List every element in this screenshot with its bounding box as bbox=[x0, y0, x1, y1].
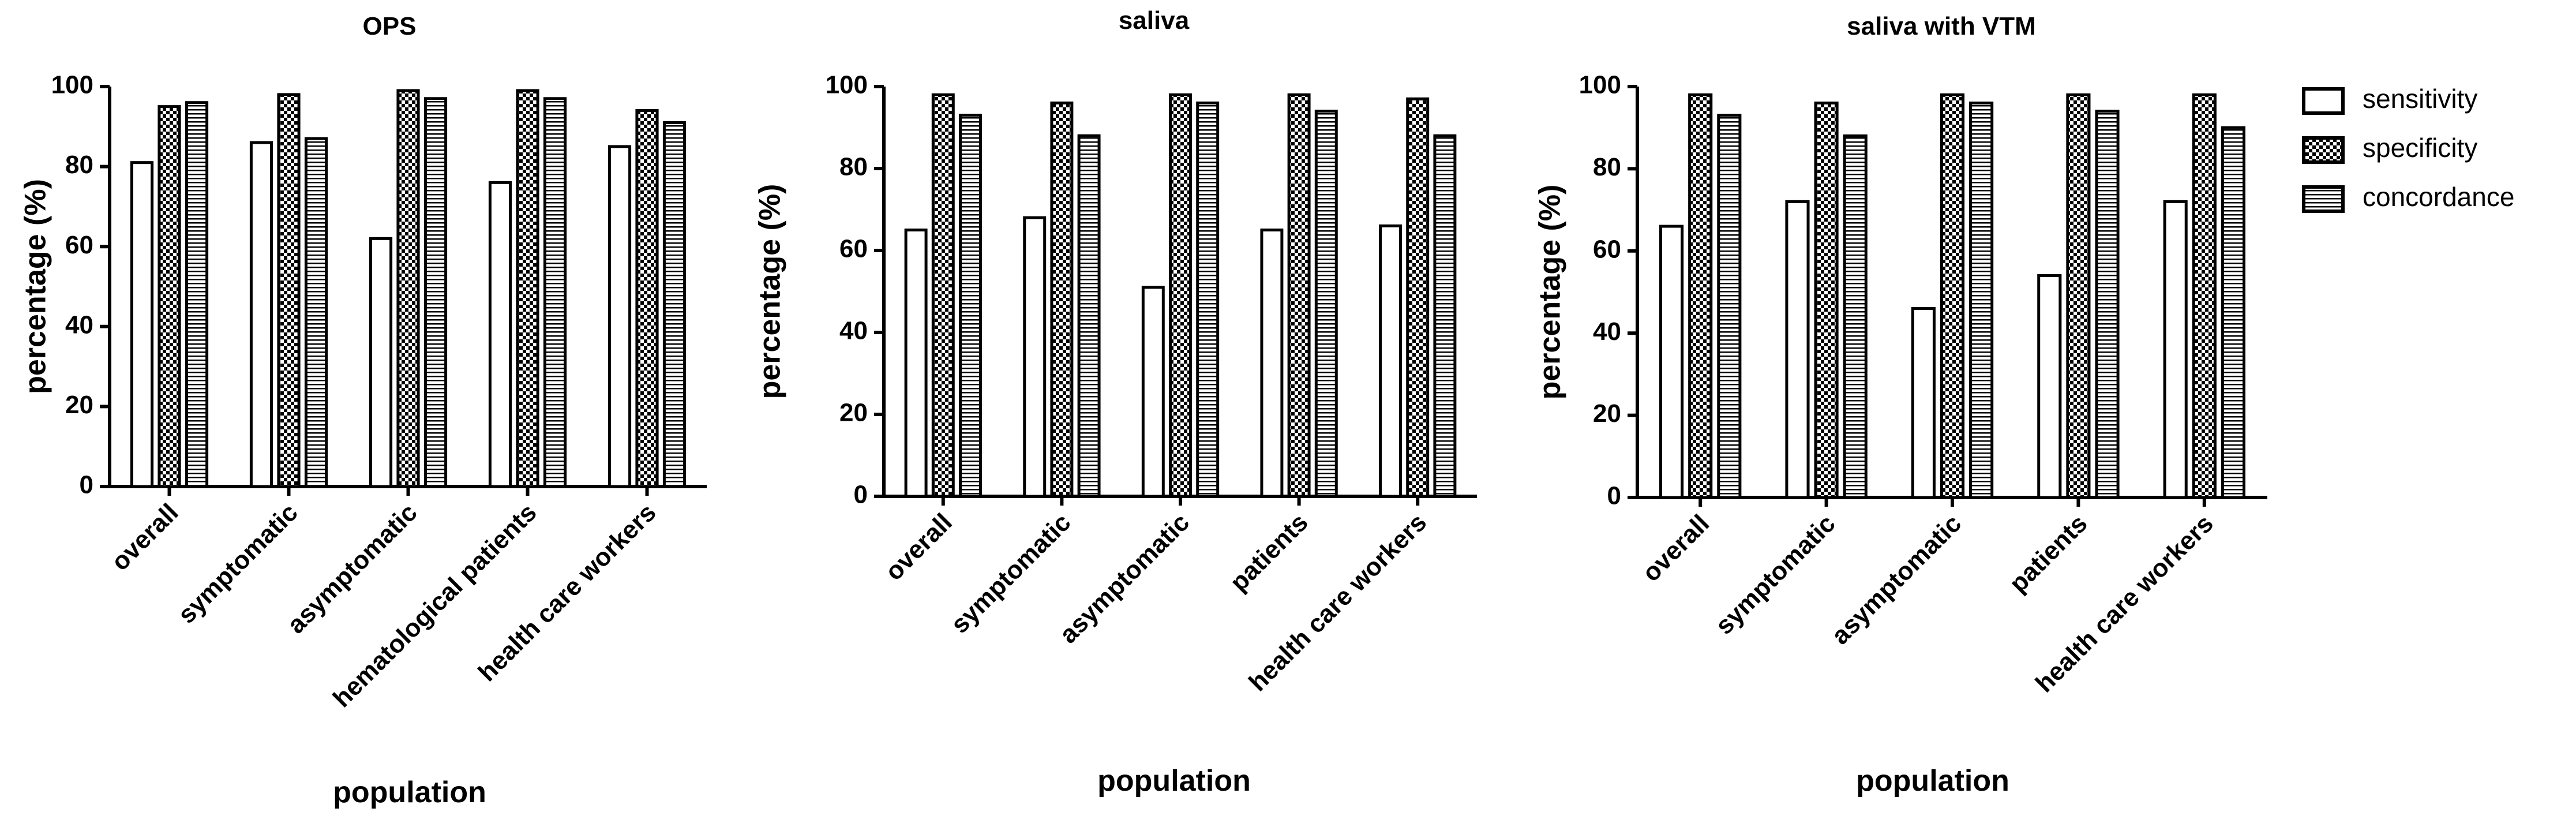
bar-specificity-hematological-patients bbox=[516, 89, 539, 488]
y-tick-label: 100 bbox=[826, 71, 868, 99]
bar-sensitivity-health-care-workers bbox=[1379, 224, 1402, 498]
bar-specificity-symptomatic bbox=[1814, 101, 1839, 499]
y-axis-title: percentage (%) bbox=[753, 184, 787, 399]
bar-concordance-asymptomatic bbox=[423, 97, 448, 488]
y-axis-title: percentage (%) bbox=[1533, 185, 1567, 400]
bar-sensitivity-symptomatic bbox=[249, 141, 273, 488]
legend-item-specificity: specificity bbox=[2302, 133, 2477, 164]
x-axis-title: population bbox=[333, 776, 486, 809]
chart-panel-1: OPS percentage (%) population 0 20 40 60 80 100 o… bbox=[19, 12, 707, 809]
bar-concordance-patients bbox=[1314, 110, 1338, 498]
bar-sensitivity-symptomatic bbox=[1785, 200, 1810, 499]
bar-specificity-overall bbox=[931, 93, 955, 498]
bar-specificity-asymptomatic bbox=[396, 89, 420, 488]
legend-label: concordance bbox=[2363, 182, 2514, 212]
y-tick-label: 40 bbox=[1593, 317, 1621, 346]
chart-title: saliva with VTM bbox=[1847, 12, 2036, 40]
bar-specificity-health-care-workers bbox=[2192, 93, 2217, 499]
chart-panel-3: saliva with VTM percentage (%) population 0… bbox=[1533, 12, 2267, 798]
y-tick-label: 60 bbox=[839, 235, 868, 263]
x-axis-title: population bbox=[1856, 764, 2009, 798]
y-tick-label: 60 bbox=[65, 231, 93, 259]
category-label: symptomatic bbox=[946, 508, 1077, 639]
bar-sensitivity-asymptomatic bbox=[1141, 286, 1165, 498]
y-tick-label: 80 bbox=[1593, 153, 1621, 181]
bar-specificity-health-care-workers bbox=[1406, 97, 1430, 498]
bar-specificity-asymptomatic bbox=[1940, 93, 1965, 499]
chart-title: saliva bbox=[1119, 6, 1190, 35]
category-label: asymptomatic bbox=[1826, 509, 1967, 650]
y-tick-label: 60 bbox=[1593, 235, 1621, 263]
legend-swatch-checkerboard bbox=[2302, 136, 2345, 164]
bar-concordance-patients bbox=[2095, 110, 2120, 499]
legend-item-concordance: concordance bbox=[2302, 182, 2514, 213]
bar-sensitivity-asymptomatic bbox=[1911, 306, 1936, 499]
y-axis-title: percentage (%) bbox=[19, 179, 53, 394]
bar-concordance-overall bbox=[185, 101, 209, 488]
bar-sensitivity-health-care-workers bbox=[608, 145, 632, 488]
bar-sensitivity-patients bbox=[1260, 229, 1284, 498]
y-tick-label: 0 bbox=[80, 471, 93, 499]
bar-sensitivity-health-care-workers bbox=[2163, 200, 2188, 499]
y-tick-label: 80 bbox=[839, 153, 868, 181]
legend-swatch-horizontal-lines bbox=[2302, 185, 2345, 213]
bar-sensitivity-overall bbox=[130, 161, 154, 488]
category-label: overall bbox=[880, 508, 958, 586]
legend-item-sensitivity: sensitivity bbox=[2302, 84, 2477, 115]
y-tick-label: 40 bbox=[65, 311, 93, 339]
bar-sensitivity-hematological-patients bbox=[488, 181, 512, 488]
category-label: overall bbox=[1637, 509, 1715, 587]
category-label: symptomatic bbox=[1710, 509, 1841, 640]
bar-concordance-asymptomatic bbox=[1196, 101, 1220, 498]
y-tick-label: 100 bbox=[51, 71, 93, 99]
chart-title: OPS bbox=[363, 12, 417, 40]
category-label: patients bbox=[1225, 508, 1314, 597]
category-label: overall bbox=[106, 498, 184, 576]
bar-specificity-symptomatic bbox=[1050, 101, 1074, 498]
bar-sensitivity-symptomatic bbox=[1023, 216, 1047, 498]
category-label: asymptomatic bbox=[282, 498, 423, 639]
bar-specificity-asymptomatic bbox=[1169, 93, 1192, 498]
y-tick-label: 0 bbox=[854, 481, 868, 509]
y-tick-label: 20 bbox=[1593, 399, 1621, 428]
bar-specificity-symptomatic bbox=[277, 93, 301, 488]
bar-concordance-overall bbox=[959, 114, 982, 498]
bar-concordance-symptomatic bbox=[1077, 134, 1101, 498]
legend-label: sensitivity bbox=[2363, 84, 2477, 114]
y-tick-label: 20 bbox=[839, 399, 868, 427]
bar-concordance-asymptomatic bbox=[1969, 101, 1994, 499]
charts-layer: OPS percentage (%) population 0 20 40 60 80 100 o… bbox=[19, 6, 2267, 809]
bar-sensitivity-overall bbox=[1659, 225, 1684, 499]
bar-concordance-hematological-patients bbox=[543, 97, 567, 488]
bar-concordance-symptomatic bbox=[1843, 134, 1868, 499]
legend: sensitivity specificity concordance bbox=[2302, 84, 2514, 213]
category-label: patients bbox=[2004, 509, 2093, 598]
y-tick-label: 40 bbox=[839, 317, 868, 345]
chart-panel-2: saliva percentage (%) population 0 20 40 60 80 1… bbox=[753, 6, 1477, 798]
category-label: symptomatic bbox=[173, 498, 303, 629]
y-tick-label: 100 bbox=[1579, 71, 1621, 99]
bar-sensitivity-patients bbox=[2037, 274, 2062, 499]
category-label: asymptomatic bbox=[1054, 508, 1195, 649]
bar-concordance-overall bbox=[1717, 114, 1742, 499]
legend-swatch-open bbox=[2302, 87, 2345, 115]
bar-concordance-health-care-workers bbox=[1433, 134, 1457, 498]
x-axis-title: population bbox=[1097, 764, 1251, 798]
y-tick-label: 20 bbox=[65, 391, 93, 419]
bar-sensitivity-overall bbox=[904, 229, 928, 498]
category-label: hematological patients bbox=[328, 498, 542, 713]
bar-sensitivity-asymptomatic bbox=[369, 237, 393, 488]
y-tick-label: 80 bbox=[65, 151, 93, 179]
bar-concordance-health-care-workers bbox=[2221, 126, 2245, 499]
legend-label: specificity bbox=[2363, 133, 2477, 163]
bar-concordance-health-care-workers bbox=[662, 121, 687, 488]
y-tick-label: 0 bbox=[1607, 482, 1621, 510]
bar-specificity-overall bbox=[1688, 93, 1713, 499]
bar-specificity-health-care-workers bbox=[635, 109, 659, 488]
bar-concordance-symptomatic bbox=[304, 137, 328, 488]
bar-specificity-patients bbox=[2066, 93, 2091, 499]
bar-specificity-overall bbox=[158, 105, 181, 488]
bar-specificity-patients bbox=[1287, 93, 1311, 498]
